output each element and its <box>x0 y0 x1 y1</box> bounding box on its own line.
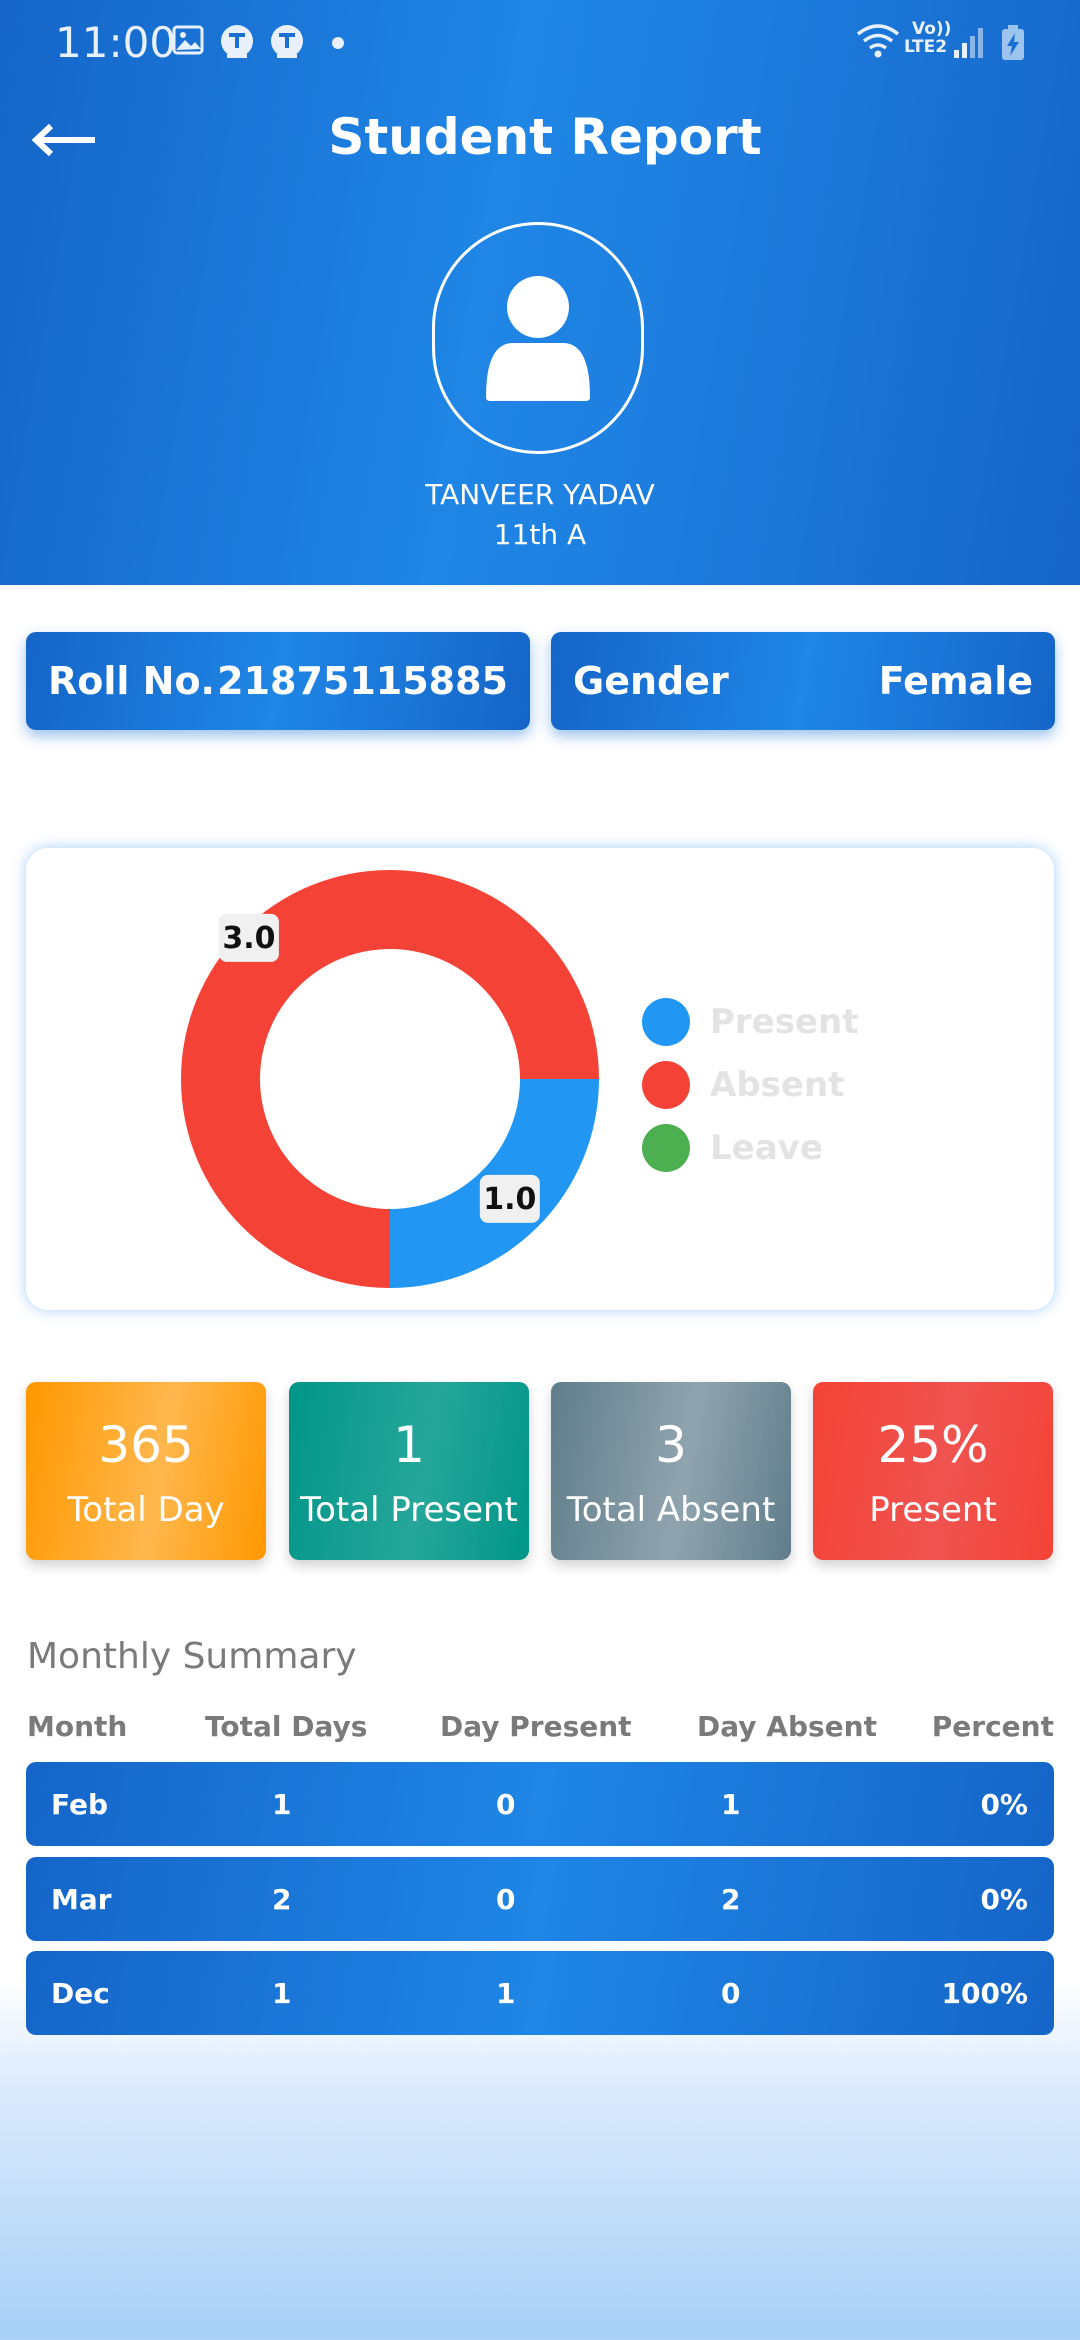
legend-swatch <box>642 1060 690 1109</box>
volte-lte2-icon: Vo)) LTE2 <box>904 20 951 56</box>
stat-value: 3 <box>655 1416 687 1474</box>
status-bar: 11:00 Vo)) LTE2 <box>0 0 1080 86</box>
table-row: Dec 1 1 0 100% <box>26 1951 1054 2035</box>
roll-number-value: 21875115885 <box>217 659 508 703</box>
image-icon <box>172 24 204 61</box>
stat-value: 1 <box>393 1416 425 1474</box>
cell-day-present: 0 <box>496 1883 516 1916</box>
svg-text:3.0: 3.0 <box>222 921 275 956</box>
column-header-day-present: Day Present <box>440 1710 632 1743</box>
column-header-day-absent: Day Absent <box>697 1710 877 1743</box>
cell-day-absent: 2 <box>721 1883 741 1916</box>
app-t-icon <box>218 24 256 67</box>
student-class: 11th A <box>493 518 587 551</box>
wifi-icon <box>856 22 900 65</box>
cell-day-absent: 0 <box>721 1977 741 2010</box>
cell-month: Dec <box>51 1977 110 2010</box>
roll-number-label: Roll No. <box>48 659 215 703</box>
cell-percent: 100% <box>941 1977 1028 2010</box>
gender-label: Gender <box>573 659 729 703</box>
legend-label: Present <box>710 1001 859 1042</box>
student-name: TANVEER YADAV <box>425 478 655 511</box>
status-time: 11:00 <box>55 18 177 67</box>
gender-card: Gender Female <box>551 632 1055 730</box>
stat-total-day: 365 Total Day <box>26 1382 266 1560</box>
stat-total-present: 1 Total Present <box>289 1382 529 1560</box>
cell-total-days: 1 <box>272 1788 292 1821</box>
column-header-month: Month <box>27 1710 128 1743</box>
signal-icon <box>952 26 984 65</box>
cell-day-present: 1 <box>496 1977 516 2010</box>
column-header-total-days: Total Days <box>205 1710 368 1743</box>
battery-charging-icon <box>1000 24 1026 67</box>
legend-label: Leave <box>710 1127 823 1168</box>
svg-text:1.0: 1.0 <box>483 1182 536 1217</box>
gender-value: Female <box>878 659 1033 703</box>
legend-item-leave[interactable]: Leave <box>642 1116 859 1179</box>
app-t-icon <box>268 24 306 67</box>
stat-label: Present <box>869 1490 997 1530</box>
cell-percent: 0% <box>980 1883 1028 1916</box>
cell-month: Feb <box>51 1788 109 1821</box>
legend-item-present[interactable]: Present <box>642 990 859 1053</box>
legend-label: Absent <box>710 1064 845 1105</box>
volte-label: Vo)) <box>912 19 952 39</box>
cell-day-absent: 1 <box>721 1788 741 1821</box>
roll-number-card: Roll No. 21875115885 <box>26 632 530 730</box>
table-row: Feb 1 0 1 0% <box>26 1762 1054 1846</box>
attendance-chart-card: 1.0 3.0 Present Absent Leave <box>26 848 1054 1310</box>
back-button[interactable] <box>28 112 100 168</box>
cell-total-days: 2 <box>272 1883 292 1916</box>
stat-label: Total Absent <box>566 1490 776 1530</box>
cell-total-days: 1 <box>272 1977 292 2010</box>
stat-label: Total Present <box>300 1490 518 1530</box>
attendance-donut-chart: 1.0 3.0 <box>181 870 599 1288</box>
donut-slice-absent <box>181 870 599 1288</box>
person-icon <box>486 276 590 401</box>
cell-day-present: 0 <box>496 1788 516 1821</box>
monthly-summary-title: Monthly Summary <box>27 1636 357 1677</box>
dot-icon <box>332 37 344 49</box>
data-label-present: 1.0 <box>479 1174 540 1223</box>
legend-item-absent[interactable]: Absent <box>642 1053 859 1116</box>
avatar <box>432 222 644 454</box>
header: 11:00 Vo)) LTE2 Student Report TANVEER <box>0 0 1080 585</box>
stat-total-absent: 3 Total Absent <box>551 1382 791 1560</box>
data-label-absent: 3.0 <box>218 913 279 962</box>
stat-value: 365 <box>98 1416 194 1474</box>
cell-month: Mar <box>51 1883 112 1916</box>
summary-table-header: Month Total Days Day Present Day Absent … <box>0 1710 1080 1750</box>
stat-label: Total Day <box>67 1490 225 1530</box>
stat-present-percent: 25% Present <box>813 1382 1053 1560</box>
lte-label: LTE2 <box>904 37 948 57</box>
legend-swatch <box>642 1123 690 1172</box>
legend-swatch <box>642 997 690 1046</box>
cell-percent: 0% <box>980 1788 1028 1821</box>
column-header-percent: Percent <box>931 1710 1054 1743</box>
chart-legend: Present Absent Leave <box>642 990 859 1179</box>
arrow-left-icon <box>31 123 95 157</box>
page-title: Student Report <box>328 108 762 166</box>
table-row: Mar 2 0 2 0% <box>26 1857 1054 1941</box>
stat-value: 25% <box>877 1416 989 1474</box>
